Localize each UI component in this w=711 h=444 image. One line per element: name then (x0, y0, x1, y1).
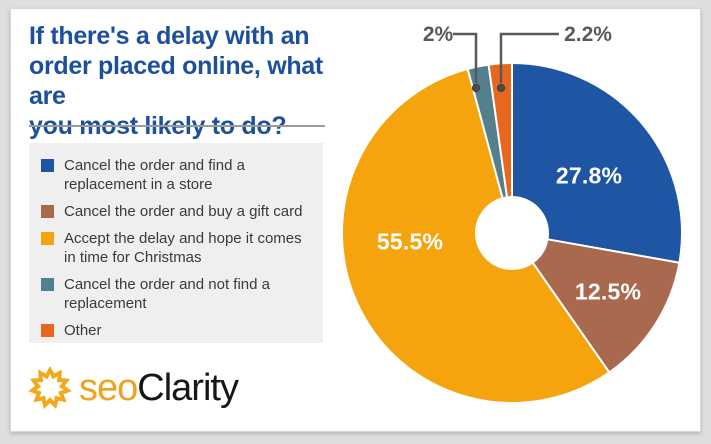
pie-slice (487, 62, 513, 199)
legend-item: Accept the delay and hope it comes in ti… (41, 229, 313, 267)
slice-label-blue: 27.8% (555, 162, 623, 189)
callout-line-orange (499, 32, 559, 83)
legend-swatch-yellow (41, 232, 54, 245)
callout-dot-orange (496, 83, 506, 93)
pie-slice (341, 67, 611, 404)
infographic-card: If there's a delay with an order placed … (10, 8, 701, 432)
legend-swatch-brown (41, 205, 54, 218)
callout-line-teal (453, 32, 478, 83)
legend-item: Cancel the order and buy a gift card (41, 202, 313, 221)
legend-item: Other (41, 321, 313, 340)
legend-swatch-blue (41, 159, 54, 172)
legend-item: Cancel the order and find a replacement … (41, 156, 313, 194)
pie-slices (341, 62, 683, 404)
logo-suffix: Clarity (137, 366, 239, 409)
pie-chart: 27.8% 12.5% 55.5% 2% 2.2% (11, 9, 702, 433)
legend-label: Cancel the order and not find a replacem… (64, 276, 270, 312)
slice-label-yellow: 55.5% (376, 228, 444, 255)
legend-swatch-orange (41, 324, 54, 337)
logo-wordmark: seoClarity (79, 366, 239, 410)
slice-label-brown: 12.5% (574, 278, 642, 305)
seoclarity-logo: seoClarity (27, 361, 239, 415)
legend-label: Cancel the order and find a replacement … (64, 157, 245, 193)
slice-label-orange: 2.2% (564, 23, 612, 46)
pie-svg (341, 32, 683, 404)
title-line-2: order placed online, what are (29, 52, 323, 110)
pie-slice (511, 62, 683, 264)
slice-label-teal: 2% (422, 23, 454, 46)
legend-label: Other (64, 322, 102, 339)
legend-label: Accept the delay and hope it comes in ti… (64, 230, 302, 266)
pie-slice (531, 238, 681, 374)
logo-prefix: seo (79, 366, 138, 409)
title-divider (29, 125, 325, 127)
legend-item: Cancel the order and not find a replacem… (41, 275, 313, 313)
legend-swatch-teal (41, 278, 54, 291)
sunburst-icon (28, 366, 72, 410)
title-line-1: If there's a delay with an (29, 22, 310, 50)
chart-legend: Cancel the order and find a replacement … (29, 143, 323, 343)
legend-label: Cancel the order and buy a gift card (64, 203, 303, 220)
page-title: If there's a delay with an order placed … (29, 21, 351, 141)
callout-dot-teal (471, 83, 481, 93)
